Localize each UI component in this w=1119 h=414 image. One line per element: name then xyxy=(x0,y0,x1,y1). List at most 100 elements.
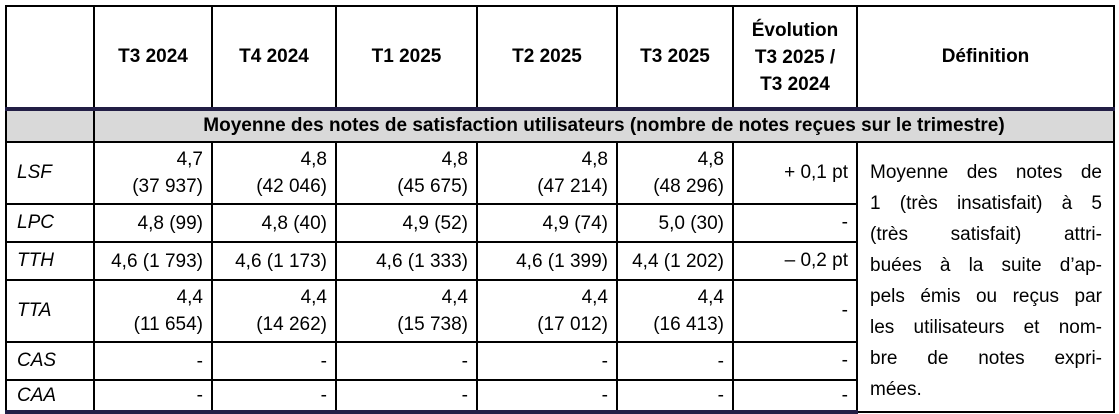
cell-value: 4,4 (1 202) xyxy=(632,250,724,272)
cell-count: (11 654) xyxy=(133,314,203,335)
cell-value: - xyxy=(196,350,203,372)
cell-count: (37 937) xyxy=(132,176,203,197)
data-cell: 4,6 (1 793) xyxy=(93,241,213,281)
definition-line: pels émis ou reçus par xyxy=(870,286,1102,307)
definition-line: buées à la suite d’ap- xyxy=(870,255,1102,276)
cell-value: 4,8 xyxy=(300,149,327,170)
cell-value: - xyxy=(717,350,724,372)
cell-count: (17 012) xyxy=(537,314,608,335)
cell-value: 4,8 xyxy=(441,149,468,170)
col-header-t4-2024: T4 2024 xyxy=(211,5,337,110)
corner-cell xyxy=(5,5,95,110)
cell-value: - xyxy=(196,385,203,406)
table-row-tth: TTH 4,6 (1 793) 4,6 (1 173) 4,6 (1 333) … xyxy=(5,241,1114,281)
cell-value: 4,8 (99) xyxy=(137,212,203,234)
cell-count: (15 738) xyxy=(397,314,468,335)
data-cell: 4,8 (40) xyxy=(211,203,337,243)
cell-value: 4,6 (1 399) xyxy=(516,250,608,272)
cell-value: 4,4 xyxy=(697,287,724,308)
data-cell: - xyxy=(335,341,478,381)
evolution-cell: – 0,2 pt xyxy=(732,241,858,281)
cell-value: - xyxy=(320,385,327,406)
cell-value: 4,9 (52) xyxy=(402,212,468,234)
col-header-t2-2025: T2 2025 xyxy=(476,5,618,110)
cell-value: - xyxy=(601,350,608,372)
row-label-cas: CAS xyxy=(5,341,95,381)
definition-line: Moyenne des notes de xyxy=(870,162,1102,183)
cell-value: - xyxy=(461,350,468,372)
data-cell: - xyxy=(616,341,734,381)
row-label-tth: TTH xyxy=(5,241,95,281)
data-cell: 4,8 (99) xyxy=(93,203,213,243)
definition-line: 1 (très insatisfait) à 5 xyxy=(870,193,1102,214)
data-cell: 4,9 (52) xyxy=(335,203,478,243)
data-cell: 4,4 (14 262) xyxy=(211,279,337,343)
data-cell: 4,4 (16 413) xyxy=(616,279,734,343)
definition-line: (très satisfait) attri- xyxy=(870,224,1102,245)
cell-count: (14 262) xyxy=(256,314,327,335)
row-label-tta: TTA xyxy=(5,279,95,343)
evolution-cell: - xyxy=(732,203,858,243)
cell-value: 4,7 xyxy=(176,149,203,170)
cell-count: (16 413) xyxy=(653,314,724,335)
cell-value: 4,6 (1 793) xyxy=(111,250,203,272)
cell-count: (42 046) xyxy=(256,176,327,197)
row-label-lsf: LSF xyxy=(5,141,95,205)
data-cell: 4,9 (74) xyxy=(476,203,618,243)
table-row-cas: CAS - - - - - - xyxy=(5,341,1114,381)
cell-value: 4,4 xyxy=(176,287,203,308)
data-cell: - xyxy=(93,379,213,414)
satisfaction-table-container: T3 2024 T4 2024 T1 2025 T2 2025 T3 2025 … xyxy=(5,5,1115,414)
data-cell: 4,8 (47 214) xyxy=(476,141,618,205)
cell-count: (48 296) xyxy=(653,176,724,197)
data-cell: - xyxy=(476,341,618,381)
col-header-t1-2025: T1 2025 xyxy=(335,5,478,110)
cell-value: 4,4 xyxy=(300,287,327,308)
row-label-caa: CAA xyxy=(5,379,95,414)
cell-value: 4,4 xyxy=(441,287,468,308)
evolution-cell: - xyxy=(732,279,858,343)
cell-value: - xyxy=(461,385,468,406)
data-cell: - xyxy=(476,379,618,414)
data-cell: - xyxy=(93,341,213,381)
header-row: T3 2024 T4 2024 T1 2025 T2 2025 T3 2025 … xyxy=(5,5,1115,110)
data-cell: - xyxy=(211,341,337,381)
section-title: Moyenne des notes de satisfaction utilis… xyxy=(93,107,1115,143)
definition-line: mées. xyxy=(870,379,922,400)
cell-value: - xyxy=(601,385,608,406)
cell-value: 4,4 xyxy=(581,287,608,308)
cell-value: 4,6 (1 333) xyxy=(376,250,468,272)
cell-count: (45 675) xyxy=(397,176,468,197)
cell-value: - xyxy=(320,350,327,372)
table-row-lpc: LPC 4,8 (99) 4,8 (40) 4,9 (52) 4,9 (74) … xyxy=(5,203,1114,243)
section-band-corner xyxy=(5,107,95,143)
data-cell: 4,4 (15 738) xyxy=(335,279,478,343)
cell-value: 5,0 (30) xyxy=(658,212,724,234)
satisfaction-table: T3 2024 T4 2024 T1 2025 T2 2025 T3 2025 … xyxy=(5,5,1115,414)
data-cell: 5,0 (30) xyxy=(616,203,734,243)
data-cell: 4,4 (11 654) xyxy=(93,279,213,343)
data-cell: 4,4 (1 202) xyxy=(616,241,734,281)
table-row-tta: TTA 4,4 (11 654) 4,4 (14 262) 4,4 (15 738) … xyxy=(5,279,1114,343)
cell-value: 4,9 (74) xyxy=(542,212,608,234)
section-band-row: Moyenne des notes de satisfaction utilis… xyxy=(5,107,1115,143)
cell-value: 4,8 xyxy=(697,149,724,170)
cell-value: 4,8 (40) xyxy=(261,212,327,234)
data-cell: 4,6 (1 173) xyxy=(211,241,337,281)
evolution-cell: + 0,1 pt xyxy=(732,141,858,205)
definition-line: bre de notes expri- xyxy=(870,348,1102,369)
data-cell: - xyxy=(616,379,734,414)
data-cell: 4,8 (45 675) xyxy=(335,141,478,205)
evolution-cell: - xyxy=(732,341,858,381)
col-header-t3-2024: T3 2024 xyxy=(93,5,213,110)
row-label-lpc: LPC xyxy=(5,203,95,243)
definition-cell: Moyenne des notes de 1 (très insatisfait… xyxy=(856,141,1115,413)
data-cell: 4,8 (48 296) xyxy=(616,141,734,205)
data-cell: 4,6 (1 399) xyxy=(476,241,618,281)
col-header-evolution: Évolution T3 2025 / T3 2024 xyxy=(732,5,858,110)
cell-value: - xyxy=(717,385,724,406)
data-cell: - xyxy=(335,379,478,414)
data-cell: 4,6 (1 333) xyxy=(335,241,478,281)
col-header-t3-2025: T3 2025 xyxy=(616,5,734,110)
cell-value: 4,8 xyxy=(581,149,608,170)
